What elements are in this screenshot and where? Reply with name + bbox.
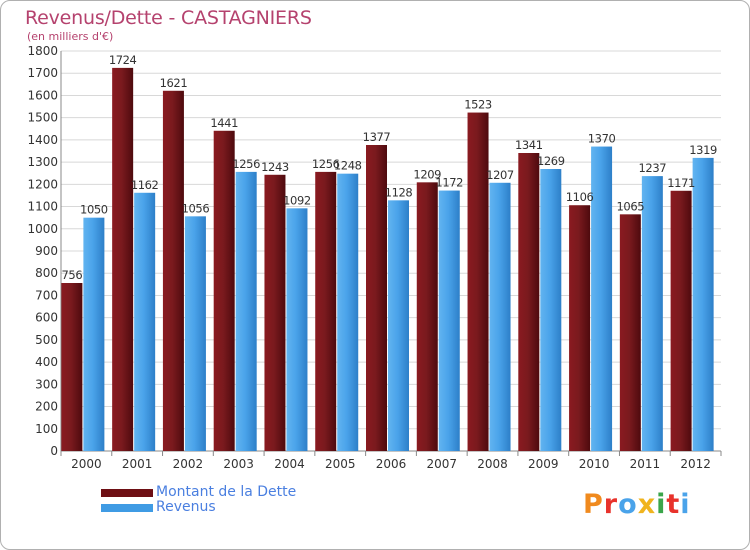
bar-dette-2002 (162, 90, 184, 452)
x-tick-label: 2012 (680, 457, 711, 471)
bar-dette-2011 (619, 214, 641, 451)
value-label-dette-2000: 756 (62, 268, 83, 282)
value-label-dette-2008: 1523 (464, 98, 492, 112)
y-tick-label: 700 (35, 288, 58, 302)
x-tick-label: 2001 (122, 457, 153, 471)
value-label-dette-2004: 1243 (261, 160, 289, 174)
bar-dette-2004 (264, 174, 286, 451)
legend-swatch-dette (101, 489, 153, 497)
value-label-dette-2002: 1621 (160, 76, 188, 90)
bar-revenus-2005 (337, 173, 359, 451)
bar-dette-2003 (213, 130, 235, 451)
value-label-dette-2001: 1724 (109, 53, 137, 67)
bar-revenus-2006 (388, 200, 409, 451)
value-label-revenus-2006: 1128 (385, 185, 413, 199)
bar-revenus-2000 (83, 217, 105, 451)
legend-label-dette: Montant de la Dette (156, 484, 297, 500)
value-label-dette-2010: 1106 (566, 190, 594, 204)
y-tick-label: 100 (35, 422, 58, 436)
x-tick-label: 2009 (528, 457, 559, 471)
y-tick-label: 0 (50, 444, 58, 458)
value-label-revenus-2002: 1056 (182, 201, 210, 215)
y-tick-label: 1800 (27, 44, 58, 58)
y-tick-label: 800 (35, 266, 58, 280)
x-tick-label: 2007 (426, 457, 457, 471)
bar-revenus-2011 (641, 176, 663, 451)
value-label-revenus-2011: 1237 (639, 161, 667, 175)
bar-dette-2005 (315, 171, 337, 451)
value-label-revenus-2010: 1370 (588, 132, 616, 146)
bar-dette-2010 (569, 205, 591, 451)
value-label-dette-2003: 1441 (210, 116, 238, 130)
y-tick-label: 900 (35, 244, 58, 258)
x-tick-label: 2002 (173, 457, 204, 471)
legend-label-revenus: Revenus (156, 499, 216, 515)
value-label-revenus-2012: 1319 (689, 143, 717, 157)
bar-dette-2012 (670, 190, 692, 451)
value-label-revenus-2000: 1050 (80, 203, 108, 217)
y-tick-label: 200 (35, 400, 58, 414)
x-tick-label: 2003 (223, 457, 254, 471)
y-tick-label: 500 (35, 333, 58, 347)
bar-dette-2009 (518, 153, 540, 451)
value-label-dette-2012: 1171 (667, 176, 695, 190)
bar-revenus-2007 (438, 190, 460, 452)
value-label-revenus-2008: 1207 (486, 168, 514, 182)
value-label-revenus-2003: 1256 (232, 157, 260, 171)
y-tick-label: 1400 (27, 133, 58, 147)
x-tick-label: 2010 (579, 457, 610, 471)
y-tick-label: 1300 (27, 155, 58, 169)
bar-revenus-2010 (591, 146, 613, 452)
value-label-dette-2007: 1209 (413, 167, 441, 181)
y-tick-label: 1500 (27, 111, 58, 125)
y-tick-label: 1000 (27, 222, 58, 236)
bar-revenus-2003 (235, 171, 257, 451)
y-tick-label: 400 (35, 355, 58, 369)
chart-subtitle: (en milliers d'€) (27, 30, 114, 43)
value-label-dette-2011: 1065 (617, 199, 645, 213)
x-tick-label: 2005 (325, 457, 356, 471)
chart-title: Revenus/Dette - CASTAGNIERS (25, 7, 312, 29)
bar-revenus-2012 (692, 157, 714, 451)
value-label-revenus-2005: 1248 (334, 159, 362, 173)
legend-swatch-revenus (101, 504, 153, 512)
bar-revenus-2004 (286, 208, 308, 451)
bar-dette-2007 (416, 182, 438, 452)
y-tick-label: 600 (35, 311, 58, 325)
bar-revenus-2008 (489, 182, 511, 451)
value-label-dette-2005: 1256 (312, 157, 340, 171)
bar-revenus-2002 (184, 216, 206, 451)
bar-dette-2001 (112, 67, 134, 451)
y-tick-label: 1600 (27, 88, 58, 102)
value-label-dette-2006: 1377 (363, 130, 391, 144)
bar-dette-2000 (61, 283, 83, 451)
value-label-revenus-2004: 1092 (283, 193, 311, 207)
proxiti-logo: Proxiti (583, 489, 691, 520)
bar-revenus-2001 (134, 192, 156, 451)
bars (61, 67, 714, 452)
value-label-revenus-2007: 1172 (435, 176, 463, 190)
value-label-dette-2009: 1341 (515, 138, 543, 152)
x-tick-label: 2006 (376, 457, 407, 471)
x-tick-label: 2011 (630, 457, 661, 471)
x-tick-label: 2004 (274, 457, 305, 471)
y-tick-label: 300 (35, 377, 58, 391)
bar-dette-2006 (366, 145, 387, 451)
y-tick-label: 1200 (27, 177, 58, 191)
value-label-revenus-2009: 1269 (537, 154, 565, 168)
bar-revenus-2009 (540, 169, 562, 451)
y-tick-label: 1100 (27, 200, 58, 214)
axes: 0 100 200 300 400 500 600 700 800 900 1000 1100 1200… (27, 44, 722, 471)
x-tick-label: 2000 (71, 457, 102, 471)
bar-dette-2008 (467, 112, 489, 452)
y-tick-label: 1700 (27, 66, 58, 80)
x-tick-label: 2008 (477, 457, 508, 471)
value-label-revenus-2001: 1162 (131, 178, 159, 192)
